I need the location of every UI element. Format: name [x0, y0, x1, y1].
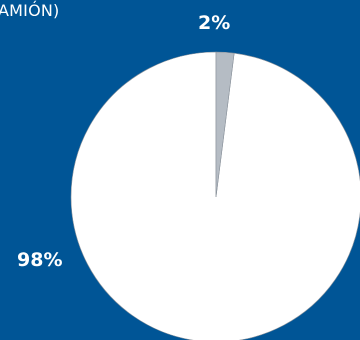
slice-label-2: 2%: [198, 12, 231, 34]
pie-slice-98: [70, 51, 360, 340]
chart-title: AMIÓN): [0, 1, 60, 20]
slice-label-98: 98%: [17, 249, 63, 271]
pie-slices: [70, 51, 360, 340]
pie-slice-2: [215, 51, 235, 198]
